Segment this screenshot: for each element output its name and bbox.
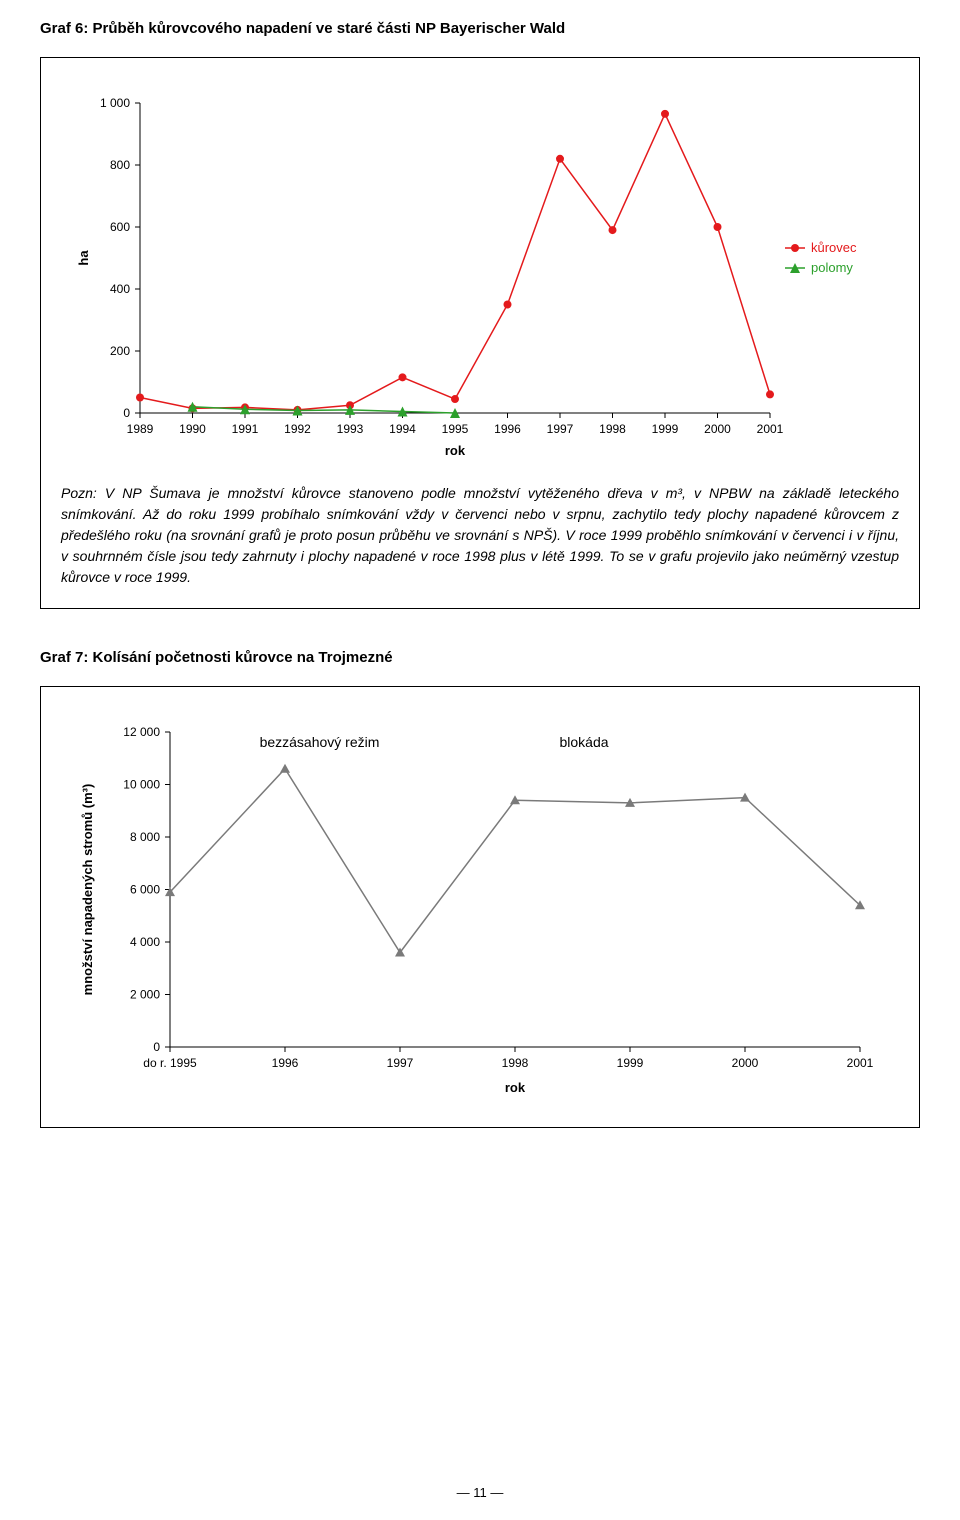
svg-text:10 000: 10 000	[123, 778, 160, 792]
svg-text:2000: 2000	[704, 422, 731, 436]
svg-text:množství napadených stromů (m³: množství napadených stromů (m³)	[80, 784, 95, 996]
svg-text:1989: 1989	[127, 422, 154, 436]
svg-text:1998: 1998	[502, 1056, 529, 1070]
svg-text:6 000: 6 000	[130, 883, 160, 897]
svg-text:polomy: polomy	[811, 260, 853, 275]
svg-text:1994: 1994	[389, 422, 416, 436]
svg-text:1998: 1998	[599, 422, 626, 436]
svg-text:1995: 1995	[442, 422, 469, 436]
chart1-caption: Pozn: V NP Šumava je množství kůrovce st…	[61, 483, 899, 588]
svg-text:ha: ha	[76, 250, 91, 266]
chart1-container: 0 200 400 600 800 1 000 1989 1990 1991 1992 1993 19…	[40, 57, 920, 609]
svg-text:400: 400	[110, 282, 130, 296]
svg-text:1 000: 1 000	[100, 96, 130, 110]
svg-text:8 000: 8 000	[130, 830, 160, 844]
svg-text:blokáda: blokáda	[559, 734, 608, 750]
chart2-svg: 0 2 000 4 000 6 000 8 000 10 000 12 000 do r. 1…	[70, 712, 890, 1102]
svg-text:4 000: 4 000	[130, 935, 160, 949]
svg-text:800: 800	[110, 158, 130, 172]
svg-text:1991: 1991	[232, 422, 259, 436]
svg-text:rok: rok	[445, 443, 466, 458]
svg-text:1999: 1999	[652, 422, 679, 436]
svg-text:1990: 1990	[179, 422, 206, 436]
svg-text:1996: 1996	[494, 422, 521, 436]
svg-text:1996: 1996	[272, 1056, 299, 1070]
svg-text:2001: 2001	[757, 422, 784, 436]
chart1-heading: Graf 6: Průběh kůrovcového napadení ve s…	[40, 20, 920, 37]
svg-text:bezzásahový režim: bezzásahový režim	[260, 734, 380, 750]
svg-text:1999: 1999	[617, 1056, 644, 1070]
svg-text:2001: 2001	[847, 1056, 874, 1070]
chart2-container: 0 2 000 4 000 6 000 8 000 10 000 12 000 do r. 1…	[40, 686, 920, 1128]
svg-text:rok: rok	[505, 1080, 526, 1095]
svg-text:1993: 1993	[337, 422, 364, 436]
svg-text:1997: 1997	[387, 1056, 414, 1070]
svg-text:1992: 1992	[284, 422, 311, 436]
svg-text:0: 0	[123, 406, 130, 420]
svg-text:12 000: 12 000	[123, 725, 160, 739]
svg-text:do r. 1995: do r. 1995	[143, 1056, 197, 1070]
svg-text:2000: 2000	[732, 1056, 759, 1070]
svg-text:2 000: 2 000	[130, 988, 160, 1002]
svg-text:600: 600	[110, 220, 130, 234]
chart1-svg: 0 200 400 600 800 1 000 1989 1990 1991 1992 1993 19…	[70, 83, 890, 463]
svg-text:200: 200	[110, 344, 130, 358]
svg-text:0: 0	[153, 1040, 160, 1054]
svg-text:1997: 1997	[547, 422, 574, 436]
chart2-heading: Graf 7: Kolísání početnosti kůrovce na T…	[40, 649, 920, 666]
page-number: — 11 —	[0, 1485, 960, 1500]
svg-text:kůrovec: kůrovec	[811, 240, 857, 255]
